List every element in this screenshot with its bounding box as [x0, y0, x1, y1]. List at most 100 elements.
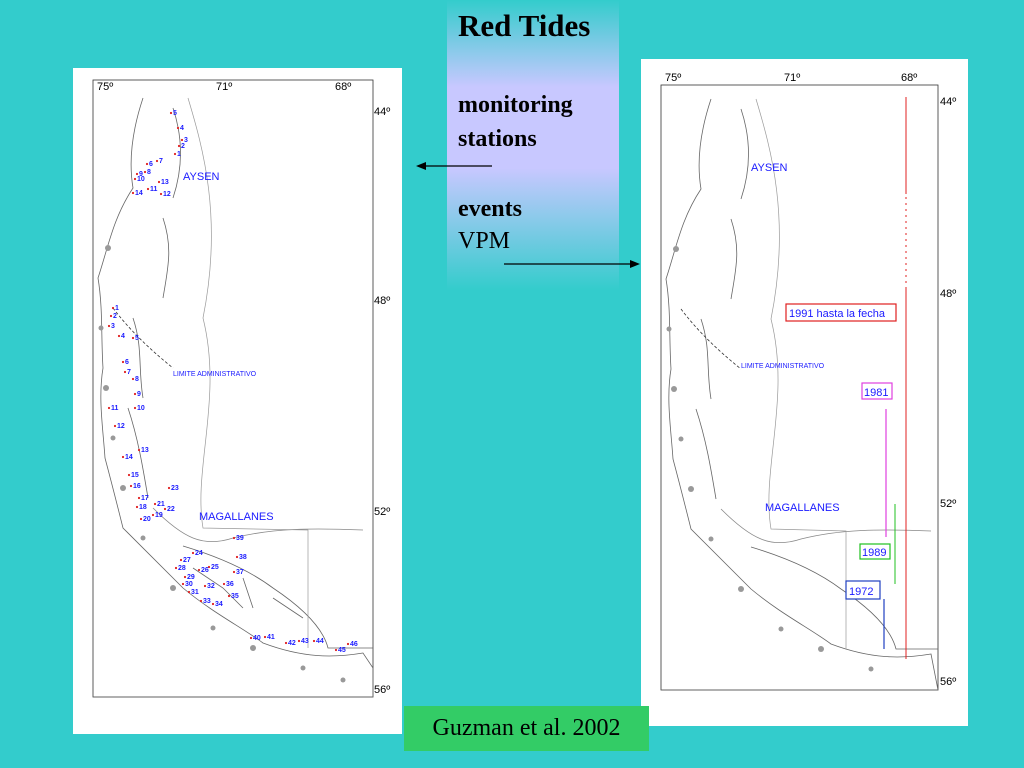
station-marker: [179, 558, 183, 562]
station-marker: [297, 639, 301, 643]
station-marker: [163, 507, 167, 511]
station-label: 9: [137, 391, 141, 398]
station-label: 22: [167, 506, 175, 513]
label-monitoring: monitoring: [458, 92, 573, 118]
label-stations: stations: [458, 126, 537, 152]
station-marker: [167, 486, 171, 490]
boundary-label: LIMITE ADMINISTRATIVO: [173, 371, 257, 378]
station-marker: [227, 594, 231, 598]
map-frame: [660, 84, 939, 691]
lon-tick-75: 75º: [97, 81, 113, 93]
border-line: [187, 97, 309, 648]
station-label: 34: [215, 601, 223, 608]
arrow-to-stations-map: [416, 162, 492, 170]
station-label: 33: [203, 598, 211, 605]
station-label: 15: [131, 472, 139, 479]
station-marker: [199, 599, 203, 603]
station-marker: [153, 502, 157, 506]
station-label: 18: [139, 504, 147, 511]
event-box-1989: 1989: [859, 543, 891, 560]
station-label: 46: [350, 641, 358, 648]
slide-title: Red Tides: [458, 8, 591, 43]
label-events: events: [458, 196, 522, 222]
station-label: 11: [150, 186, 158, 193]
station-label: 13: [141, 447, 149, 454]
station-marker: [177, 144, 181, 148]
admin-boundary-line: [112, 307, 174, 369]
station-label: 6: [149, 161, 153, 168]
station-label: 1: [115, 305, 119, 312]
station-label: 12: [163, 191, 171, 198]
lat-tick-56: 56º: [940, 676, 956, 688]
station-marker: [197, 568, 201, 572]
svg-text:1981: 1981: [864, 387, 888, 399]
station-label: 17: [141, 495, 149, 502]
lat-tick-44: 44º: [940, 96, 956, 108]
station-label: 39: [236, 535, 244, 542]
station-marker: [232, 536, 236, 540]
station-marker: [131, 377, 135, 381]
svg-text:1991 hasta la fecha: 1991 hasta la fecha: [789, 308, 886, 320]
lat-tick-48: 48º: [374, 295, 390, 307]
lon-tick-71: 71º: [216, 81, 232, 93]
station-marker: [133, 177, 137, 181]
station-label: 24: [195, 550, 203, 557]
station-marker: [169, 111, 173, 115]
station-label: 4: [180, 125, 184, 132]
events-map: 75º 71º 68º 44º 48º 52º 56º AYSEN MAGALL…: [660, 72, 956, 691]
station-label: 2: [113, 313, 117, 320]
lat-tick-52: 52º: [374, 506, 390, 518]
station-marker: [211, 602, 215, 606]
stations-map: 75º 71º 68º 44º 48º 52º 56º AYSEN MAGALL…: [92, 79, 390, 698]
station-marker: [346, 642, 350, 646]
station-marker: [191, 551, 195, 555]
region-label-magallanes: MAGALLANES: [199, 511, 274, 523]
station-marker: [137, 496, 141, 500]
station-marker: [183, 575, 187, 579]
station-label: 10: [137, 176, 145, 183]
station-marker: [263, 635, 267, 639]
station-marker: [312, 639, 316, 643]
station-marker: [176, 126, 180, 130]
station-label: 8: [147, 169, 151, 176]
station-label: 3: [184, 137, 188, 144]
lon-tick-68: 68º: [335, 81, 351, 93]
station-label: 36: [226, 581, 234, 588]
station-marker: [157, 180, 161, 184]
region-label-aysen: AYSEN: [751, 162, 788, 174]
station-marker: [111, 306, 115, 310]
admin-boundary-line: [680, 308, 742, 370]
islands: [98, 245, 346, 683]
station-marker: [151, 513, 155, 517]
station-label: 5: [173, 110, 177, 117]
station-label: 31: [191, 589, 199, 596]
station-label: 13: [161, 179, 169, 186]
lat-tick-44: 44º: [374, 106, 390, 118]
station-marker: [143, 170, 147, 174]
citation-box: Guzman et al. 2002: [404, 706, 649, 751]
station-label: 10: [137, 405, 145, 412]
event-box-1981: 1981: [861, 382, 893, 400]
station-label: 4: [121, 333, 125, 340]
station-label: 38: [239, 554, 247, 561]
station-marker: [135, 505, 139, 509]
region-label-magallanes: MAGALLANES: [765, 502, 840, 514]
station-marker: [232, 570, 236, 574]
station-label: 35: [231, 593, 239, 600]
station-marker: [131, 336, 135, 340]
station-marker: [113, 424, 117, 428]
arrow-to-events-map: [504, 260, 640, 268]
station-label: 37: [236, 569, 244, 576]
station-label: 25: [211, 564, 219, 571]
station-marker: [139, 517, 143, 521]
station-label: 44: [316, 638, 324, 645]
station-label: 7: [127, 369, 131, 376]
station-marker: [133, 406, 137, 410]
svg-text:1989: 1989: [862, 547, 886, 559]
station-label: 11: [111, 405, 119, 412]
lon-tick-75: 75º: [665, 72, 681, 84]
station-label: 6: [125, 359, 129, 366]
